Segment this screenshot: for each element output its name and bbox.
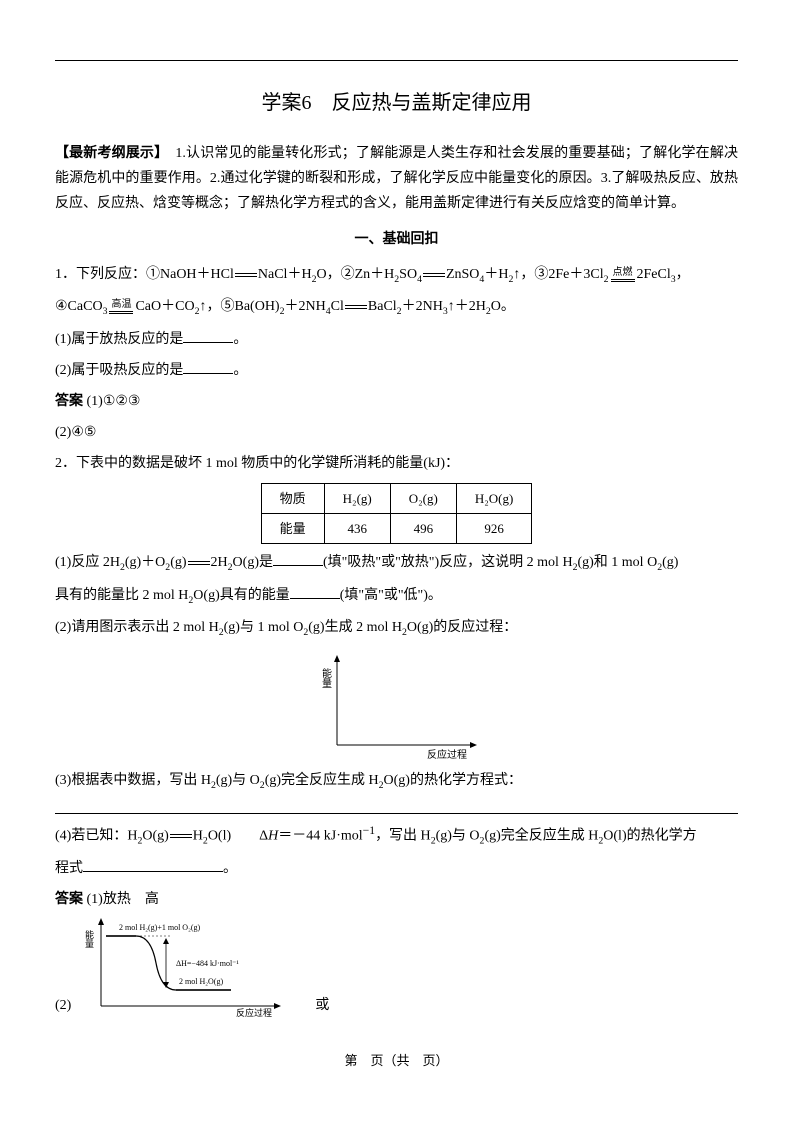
q2-sub4-line2: 程式。 [55,856,738,881]
q2-answer2-row: (2) 能量 反应过程 2 mol H₂(g)+1 mol O₂(g) ΔH=−… [55,918,738,1018]
q2-sub4-line1: (4)若已知：H2O(g)H2O(l) ΔH＝－44 kJ·mol−1，写出 H… [55,820,738,850]
svg-text:反应过程: 反应过程 [236,1007,272,1018]
eq-sign [423,272,445,278]
eq-sign [188,560,210,566]
q2-sub1-line2: 具有的能量比 2 mol H2O(g)具有的能量(填"高"或"低")。 [55,583,738,609]
or-text: 或 [301,993,329,1018]
q2-sub1-line1: (1)反应 2H2(g)＋O2(g)2H2O(g)是(填"吸热"或"放热")反应… [55,550,738,576]
q2-intro: 2．下表中的数据是破坏 1 mol 物质中的化学键所消耗的能量(kJ)： [55,451,738,476]
section-1-title: 一、基础回扣 [55,227,738,252]
table-row: 物质 H₂(g) O₂(g) H₂O(g) [261,483,532,513]
svg-text:ΔH=−484 kJ·mol⁻¹: ΔH=−484 kJ·mol⁻¹ [176,959,239,968]
q2-sub3: (3)根据表中数据，写出 H2(g)与 O2(g)完全反应生成 H2O(g)的热… [55,768,738,794]
svg-text:2 mol H₂(g)+1 mol O₂(g): 2 mol H₂(g)+1 mol O₂(g) [119,923,201,932]
q2-sub2-number: (2) [55,993,71,1018]
eq-sign [235,272,257,278]
empty-energy-diagram: 能量 反应过程 [55,650,738,760]
svg-text:能量: 能量 [84,929,94,948]
answer-line [55,800,738,814]
q1-answer2: (2)④⑤ [55,420,738,445]
eq-sign [170,833,192,839]
q1-sub2: (2)属于吸热反应的是。 [55,358,738,383]
intro-label: 【最新考纲展示】 [55,146,161,161]
page-footer: 第 页（共 页） [0,1049,793,1072]
q1-line1: 1．下列反应：①NaOH＋HClNaCl＋H2O，②Zn＋H2SO4ZnSO4＋… [55,262,738,288]
q1-line2: ④CaCO3高温CaO＋CO2↑，⑤Ba(OH)2＋2NH4ClBaCl2＋2N… [55,294,738,320]
svg-text:能量: 能量 [319,666,331,687]
table-row: 能量 436 496 926 [261,513,532,543]
condition-ignite: 点燃 [611,268,635,282]
top-divider [55,60,738,61]
blank-line [290,585,340,599]
svg-text:反应过程: 反应过程 [427,748,467,760]
syllabus-intro: 【最新考纲展示】 1.认识常见的能量转化形式；了解能源是人类生存和社会发展的重要… [55,141,738,217]
svg-text:2 mol H₂O(g): 2 mol H₂O(g) [179,977,223,986]
q2-sub2: (2)请用图示表示出 2 mol H2(g)与 1 mol O2(g)生成 2 … [55,615,738,641]
bond-energy-table: 物质 H₂(g) O₂(g) H₂O(g) 能量 436 496 926 [55,483,738,545]
blank-line [183,329,233,343]
blank-line [83,858,223,872]
condition-heat: 高温 [109,300,133,314]
blank-line [183,360,233,374]
q1-sub1: (1)属于放热反应的是。 [55,327,738,352]
diagram-svg: 能量 反应过程 [307,650,487,760]
q2-answer1: 答案 (1)放热 高 [55,887,738,912]
page-title: 学案6 反应热与盖斯定律应用 [55,85,738,121]
eq-sign [345,304,367,310]
blank-line [273,552,323,566]
answer-energy-diagram: 能量 反应过程 2 mol H₂(g)+1 mol O₂(g) ΔH=−484 … [81,918,291,1018]
q1-answer1: 答案 (1)①②③ [55,389,738,414]
